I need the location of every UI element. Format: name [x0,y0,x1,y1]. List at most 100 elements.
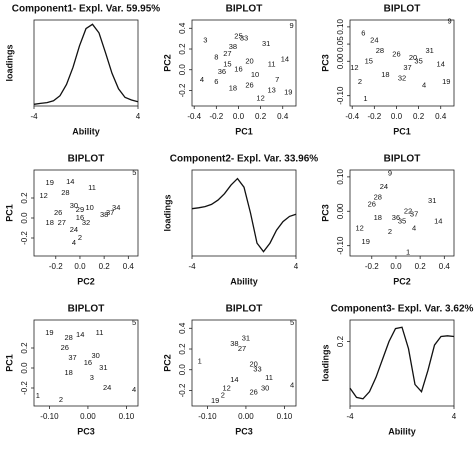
y-tick-label: 0.00 [336,53,345,69]
point-label: 15 [365,56,373,65]
y-axis-label: PC2 [162,354,172,372]
point-label: 4 [412,223,416,232]
point-label: 27 [223,49,231,58]
point-label: 26 [392,49,400,58]
panel-title: BIPLOT [226,304,263,315]
x-axis-label: PC3 [77,426,95,436]
y-tick-label: -0.2 [20,231,29,245]
x-tick-label: 4 [136,112,141,121]
x-axis-label: PC2 [393,276,411,286]
y-tick-label: -0.2 [20,381,29,395]
x-axis-label: PC2 [77,276,95,286]
point-label: 4 [290,380,294,389]
point-label: 19 [46,178,54,187]
x-tick-label: 0.2 [413,112,425,121]
point-label: 14 [437,60,445,69]
x-axis-label: PC1 [393,126,411,136]
point-label: 9 [388,168,392,177]
point-label: 36 [218,67,226,76]
point-label: 31 [242,334,250,343]
point-label: 18 [64,368,72,377]
point-label: 24 [70,225,78,234]
plot-frame [349,169,455,257]
point-label: 37 [106,208,114,217]
point-label: 37 [410,210,418,219]
x-tick-label: -0.2 [49,262,63,271]
point-label: 24 [380,182,388,191]
point-label: 5 [132,168,136,177]
y-tick-label: 0.2 [20,192,29,204]
point-label: 12 [350,63,358,72]
point-label: 26 [245,80,253,89]
point-label: 19 [284,88,292,97]
y-tick-label: -0.10 [336,236,345,255]
y-axis-label: PC3 [320,54,330,72]
x-axis-label: Ability [388,426,416,436]
point-label: 33 [253,365,261,374]
panel-title: Component3- Expl. Var. 3.62% [331,304,474,315]
point-label: 6 [214,77,218,86]
point-label: 38 [230,339,238,348]
x-tick-label: 0.00 [80,412,96,421]
x-tick-label: 0.2 [99,262,111,271]
point-label: 38 [229,42,237,51]
point-label: 31 [99,363,107,372]
y-tick-label: 0.0 [178,364,187,376]
point-label: 4 [72,238,76,247]
x-tick-label: 0.0 [233,112,245,121]
point-label: 18 [229,83,237,92]
point-label: 31 [262,39,270,48]
point-label: 27 [58,218,66,227]
point-label: 5 [290,318,294,327]
plot-frame [349,19,455,107]
x-axis-label: Ability [230,276,258,286]
x-tick-label: 0.0 [390,262,402,271]
y-tick-label: 0.00 [336,203,345,219]
point-label: 14 [230,375,238,384]
point-label: 2 [78,233,82,242]
y-axis-label: loadings [320,344,330,381]
point-label: 37 [68,353,76,362]
point-label: 15 [223,60,231,69]
plot-frame [33,169,139,257]
point-label: 28 [374,193,382,202]
x-tick-label: -0.4 [187,112,201,121]
point-label: 37 [403,63,411,72]
x-tick-label: 4 [452,412,457,421]
point-label: 28 [376,46,384,55]
x-tick-label: 4 [294,262,299,271]
plot-frame [33,19,139,107]
point-label: 30 [70,201,78,210]
x-tick-label: 0.4 [439,262,451,271]
y-tick-label: 0.4 [178,22,187,34]
point-label: 12 [222,383,230,392]
point-label: 19 [45,328,53,337]
point-label: 4 [422,80,426,89]
panel-title: BIPLOT [68,304,105,315]
y-tick-label: 0.2 [178,343,187,355]
panel-title: Component1- Expl. Var. 59.95% [12,4,160,15]
point-label: 14 [76,330,84,339]
x-tick-label: 0.00 [238,412,254,421]
point-label: 7 [275,75,279,84]
point-label: 30 [91,351,99,360]
point-label: 4 [200,75,204,84]
point-label: 10 [85,203,93,212]
point-label: 38 [100,210,108,219]
point-label: 11 [265,373,273,382]
point-label: 9 [447,17,451,26]
point-label: 22 [404,206,412,215]
x-tick-label: 0.10 [119,412,135,421]
y-axis-label: PC1 [4,204,14,222]
x-tick-label: -0.2 [367,112,381,121]
point-label: 2 [59,395,63,404]
point-label: 11 [268,60,276,69]
point-label: 26 [61,343,69,352]
x-tick-label: -0.2 [365,262,379,271]
x-tick-label: 0.2 [415,262,427,271]
point-label: 30 [261,383,269,392]
plot-frame [191,169,297,257]
point-label: 28 [64,333,72,342]
curve [191,177,297,253]
